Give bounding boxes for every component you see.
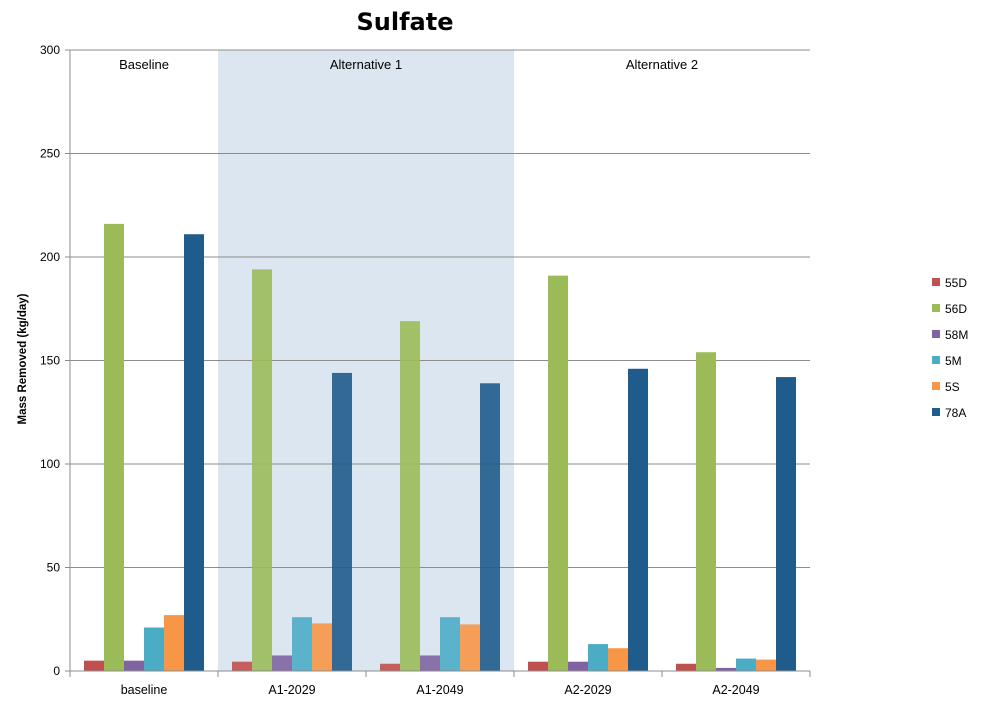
axes bbox=[69, 50, 811, 677]
bar-5M-A2-2049 bbox=[736, 658, 756, 671]
bar-55D-baseline bbox=[84, 660, 104, 671]
y-axis-title: Mass Removed (kg/day) bbox=[17, 293, 29, 424]
bar-55D-A2-2029 bbox=[528, 661, 548, 671]
legend-swatch-5S bbox=[932, 382, 940, 390]
y-tick-label: 300 bbox=[40, 43, 60, 57]
bar-55D-A2-2049 bbox=[676, 663, 696, 671]
y-tick-label: 200 bbox=[40, 250, 60, 264]
y-tick-label: 50 bbox=[47, 561, 61, 575]
y-tick-label: 150 bbox=[40, 354, 60, 368]
legend-swatch-55D bbox=[932, 278, 940, 286]
bar-56D-baseline bbox=[104, 223, 124, 671]
bar-5S-A1-2049 bbox=[460, 624, 480, 671]
y-tick-label: 100 bbox=[40, 457, 60, 471]
x-tick-label: baseline bbox=[121, 683, 168, 697]
x-tick-label: A1-2049 bbox=[416, 683, 463, 697]
legend-label-56D: 56D bbox=[945, 302, 967, 316]
legend-label-58M: 58M bbox=[945, 328, 968, 342]
y-tick-label: 250 bbox=[40, 147, 60, 161]
bar-5M-A1-2049 bbox=[440, 617, 460, 671]
y-tick-label: 0 bbox=[53, 664, 60, 678]
bar-56D-A1-2029 bbox=[252, 269, 272, 671]
chart-title: Sulfate bbox=[357, 8, 454, 36]
bar-58M-A2-2029 bbox=[568, 661, 588, 671]
bars bbox=[84, 223, 796, 672]
bar-56D-A1-2049 bbox=[400, 321, 420, 671]
bar-78A-A1-2049 bbox=[480, 383, 500, 671]
legend-swatch-78A bbox=[932, 408, 940, 416]
legend: 55D 56D 58M 5M 5S 78A bbox=[932, 276, 968, 420]
bar-78A-A1-2029 bbox=[332, 372, 352, 671]
x-tick-label: A2-2029 bbox=[564, 683, 611, 697]
bar-58M-baseline bbox=[124, 660, 144, 671]
bar-5S-A1-2029 bbox=[312, 623, 332, 671]
legend-swatch-5M bbox=[932, 356, 940, 364]
bar-5M-A2-2029 bbox=[588, 644, 608, 671]
bar-78A-baseline bbox=[184, 234, 204, 672]
bar-58M-A1-2049 bbox=[420, 655, 440, 671]
bar-55D-A1-2029 bbox=[232, 661, 252, 671]
legend-label-5M: 5M bbox=[945, 354, 962, 368]
bar-56D-A2-2049 bbox=[696, 352, 716, 671]
region-label: Baseline bbox=[119, 57, 169, 72]
bar-5S-A2-2049 bbox=[756, 659, 776, 671]
region-label: Alternative 2 bbox=[626, 57, 698, 72]
bar-5M-baseline bbox=[144, 627, 164, 671]
bar-58M-A1-2029 bbox=[272, 655, 292, 671]
bar-78A-A2-2029 bbox=[628, 368, 648, 671]
legend-swatch-56D bbox=[932, 304, 940, 312]
bar-58M-A2-2049 bbox=[716, 667, 736, 671]
region-label: Alternative 1 bbox=[330, 57, 402, 72]
bar-78A-A2-2049 bbox=[776, 377, 796, 671]
x-tick-label: A1-2029 bbox=[268, 683, 315, 697]
legend-swatch-58M bbox=[932, 330, 940, 338]
bar-5S-baseline bbox=[164, 615, 184, 671]
legend-label-55D: 55D bbox=[945, 276, 967, 290]
axis-labels: Baseline Alternative 1 Alternative 2 0 50 100… bbox=[40, 43, 760, 697]
bar-5M-A1-2029 bbox=[292, 617, 312, 671]
x-tick-label: A2-2049 bbox=[712, 683, 759, 697]
bar-56D-A2-2029 bbox=[548, 275, 568, 671]
bar-5S-A2-2029 bbox=[608, 648, 628, 671]
bar-55D-A1-2049 bbox=[380, 663, 400, 671]
legend-label-5S: 5S bbox=[945, 380, 960, 394]
legend-label-78A: 78A bbox=[945, 406, 966, 420]
